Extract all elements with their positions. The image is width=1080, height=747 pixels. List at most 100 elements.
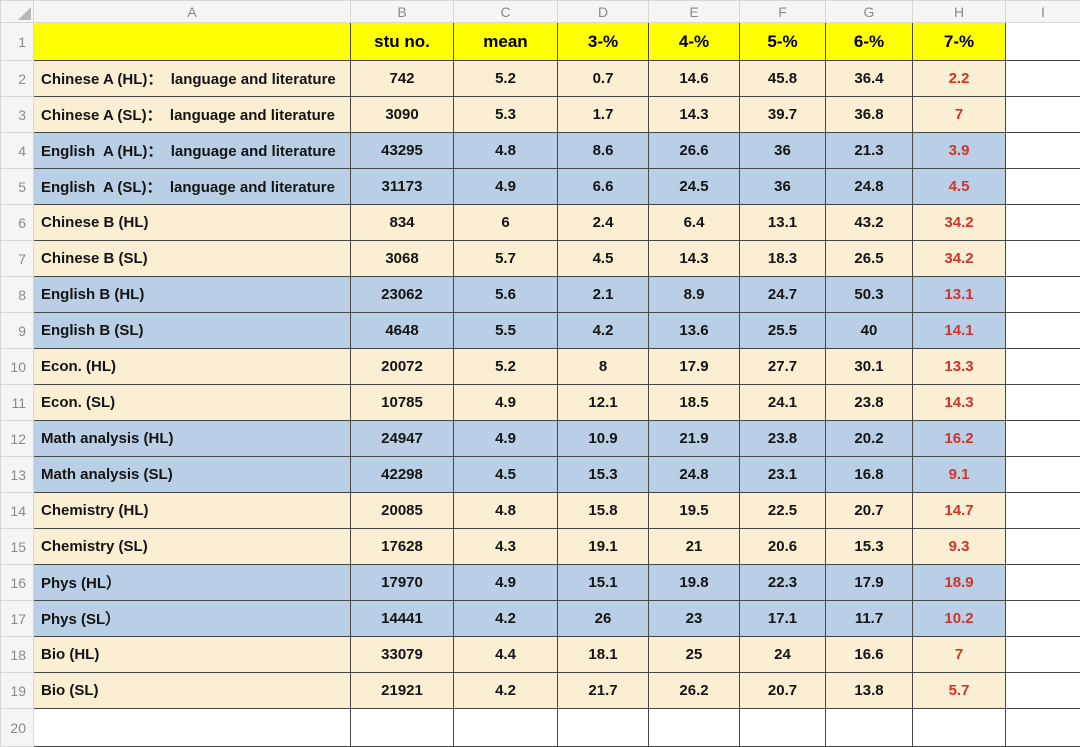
cell-I17[interactable] xyxy=(1006,601,1080,637)
cell-I12[interactable] xyxy=(1006,421,1080,457)
cell-B17[interactable]: 14441 xyxy=(351,601,454,637)
row-header-11[interactable]: 11 xyxy=(1,385,34,421)
row-header-8[interactable]: 8 xyxy=(1,277,34,313)
cell-G2[interactable]: 36.4 xyxy=(826,61,913,97)
cell-C16[interactable]: 4.9 xyxy=(454,565,558,601)
cell-H11[interactable]: 14.3 xyxy=(913,385,1006,421)
cell-C11[interactable]: 4.9 xyxy=(454,385,558,421)
row-header-18[interactable]: 18 xyxy=(1,637,34,673)
column-header-A[interactable]: A xyxy=(34,1,351,23)
cell-C4[interactable]: 4.8 xyxy=(454,133,558,169)
cell-E3[interactable]: 14.3 xyxy=(649,97,740,133)
cell-E5[interactable]: 24.5 xyxy=(649,169,740,205)
cell-F1[interactable]: 5-% xyxy=(740,23,826,61)
cell-C2[interactable]: 5.2 xyxy=(454,61,558,97)
cell-B4[interactable]: 43295 xyxy=(351,133,454,169)
cell-I18[interactable] xyxy=(1006,637,1080,673)
column-header-H[interactable]: H xyxy=(913,1,1006,23)
cell-D4[interactable]: 8.6 xyxy=(558,133,649,169)
column-header-G[interactable]: G xyxy=(826,1,913,23)
cell-G13[interactable]: 16.8 xyxy=(826,457,913,493)
cell-D2[interactable]: 0.7 xyxy=(558,61,649,97)
cell-C20[interactable] xyxy=(454,709,558,747)
cell-G20[interactable] xyxy=(826,709,913,747)
cell-C9[interactable]: 5.5 xyxy=(454,313,558,349)
cell-B12[interactable]: 24947 xyxy=(351,421,454,457)
cell-E4[interactable]: 26.6 xyxy=(649,133,740,169)
cell-A18[interactable]: Bio (HL) xyxy=(34,637,351,673)
cell-D5[interactable]: 6.6 xyxy=(558,169,649,205)
cell-E10[interactable]: 17.9 xyxy=(649,349,740,385)
cell-C6[interactable]: 6 xyxy=(454,205,558,241)
cell-G19[interactable]: 13.8 xyxy=(826,673,913,709)
cell-F19[interactable]: 20.7 xyxy=(740,673,826,709)
cell-C19[interactable]: 4.2 xyxy=(454,673,558,709)
cell-D14[interactable]: 15.8 xyxy=(558,493,649,529)
column-header-B[interactable]: B xyxy=(351,1,454,23)
cell-G8[interactable]: 50.3 xyxy=(826,277,913,313)
row-header-3[interactable]: 3 xyxy=(1,97,34,133)
cell-D10[interactable]: 8 xyxy=(558,349,649,385)
cell-G10[interactable]: 30.1 xyxy=(826,349,913,385)
row-header-13[interactable]: 13 xyxy=(1,457,34,493)
cell-I14[interactable] xyxy=(1006,493,1080,529)
cell-A11[interactable]: Econ. (SL) xyxy=(34,385,351,421)
row-header-19[interactable]: 19 xyxy=(1,673,34,709)
cell-I11[interactable] xyxy=(1006,385,1080,421)
cell-C1[interactable]: mean xyxy=(454,23,558,61)
cell-E13[interactable]: 24.8 xyxy=(649,457,740,493)
cell-D19[interactable]: 21.7 xyxy=(558,673,649,709)
cell-C5[interactable]: 4.9 xyxy=(454,169,558,205)
cell-B7[interactable]: 3068 xyxy=(351,241,454,277)
cell-F18[interactable]: 24 xyxy=(740,637,826,673)
cell-B16[interactable]: 17970 xyxy=(351,565,454,601)
cell-A20[interactable] xyxy=(34,709,351,747)
cell-B11[interactable]: 10785 xyxy=(351,385,454,421)
cell-G7[interactable]: 26.5 xyxy=(826,241,913,277)
cell-F4[interactable]: 36 xyxy=(740,133,826,169)
cell-I7[interactable] xyxy=(1006,241,1080,277)
cell-F2[interactable]: 45.8 xyxy=(740,61,826,97)
cell-G1[interactable]: 6-% xyxy=(826,23,913,61)
cell-C3[interactable]: 5.3 xyxy=(454,97,558,133)
cell-A7[interactable]: Chinese B (SL) xyxy=(34,241,351,277)
cell-D3[interactable]: 1.7 xyxy=(558,97,649,133)
cell-H15[interactable]: 9.3 xyxy=(913,529,1006,565)
cell-A2[interactable]: Chinese A (HL)： language and literature xyxy=(34,61,351,97)
cell-A17[interactable]: Phys (SL） xyxy=(34,601,351,637)
cell-I3[interactable] xyxy=(1006,97,1080,133)
cell-G15[interactable]: 15.3 xyxy=(826,529,913,565)
cell-F7[interactable]: 18.3 xyxy=(740,241,826,277)
cell-A10[interactable]: Econ. (HL) xyxy=(34,349,351,385)
row-header-15[interactable]: 15 xyxy=(1,529,34,565)
row-header-1[interactable]: 1 xyxy=(1,23,34,61)
cell-F16[interactable]: 22.3 xyxy=(740,565,826,601)
cell-I8[interactable] xyxy=(1006,277,1080,313)
cell-B18[interactable]: 33079 xyxy=(351,637,454,673)
cell-E12[interactable]: 21.9 xyxy=(649,421,740,457)
cell-D20[interactable] xyxy=(558,709,649,747)
cell-B10[interactable]: 20072 xyxy=(351,349,454,385)
cell-F15[interactable]: 20.6 xyxy=(740,529,826,565)
cell-A3[interactable]: Chinese A (SL)： language and literature xyxy=(34,97,351,133)
cell-H10[interactable]: 13.3 xyxy=(913,349,1006,385)
cell-A14[interactable]: Chemistry (HL) xyxy=(34,493,351,529)
cell-C7[interactable]: 5.7 xyxy=(454,241,558,277)
cell-G14[interactable]: 20.7 xyxy=(826,493,913,529)
cell-E1[interactable]: 4-% xyxy=(649,23,740,61)
cell-A16[interactable]: Phys (HL） xyxy=(34,565,351,601)
cell-F13[interactable]: 23.1 xyxy=(740,457,826,493)
cell-F10[interactable]: 27.7 xyxy=(740,349,826,385)
cell-E19[interactable]: 26.2 xyxy=(649,673,740,709)
column-header-F[interactable]: F xyxy=(740,1,826,23)
cell-D16[interactable]: 15.1 xyxy=(558,565,649,601)
cell-C18[interactable]: 4.4 xyxy=(454,637,558,673)
cell-F6[interactable]: 13.1 xyxy=(740,205,826,241)
cell-G5[interactable]: 24.8 xyxy=(826,169,913,205)
cell-H20[interactable] xyxy=(913,709,1006,747)
cell-I2[interactable] xyxy=(1006,61,1080,97)
cell-F17[interactable]: 17.1 xyxy=(740,601,826,637)
cell-H16[interactable]: 18.9 xyxy=(913,565,1006,601)
column-header-D[interactable]: D xyxy=(558,1,649,23)
cell-I1[interactable] xyxy=(1006,23,1080,61)
